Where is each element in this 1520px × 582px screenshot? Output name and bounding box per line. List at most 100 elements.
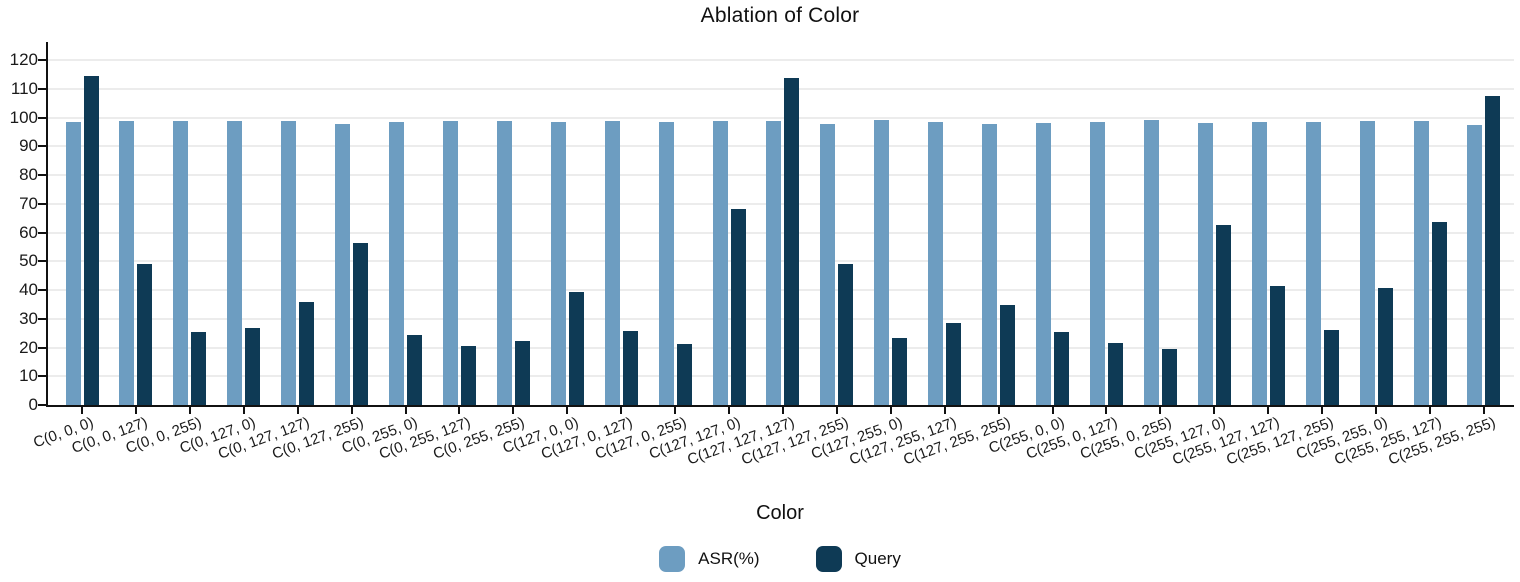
y-tick-mark (38, 202, 46, 205)
asr-bar (1036, 122, 1052, 405)
y-tick-mark (38, 375, 46, 378)
query-bar (1323, 329, 1339, 405)
x-tick-mark (512, 407, 515, 414)
x-tick-mark (997, 407, 1000, 414)
asr-bar (442, 120, 458, 405)
query-bar (245, 328, 261, 405)
asr-bar (820, 123, 836, 405)
legend-label: Query (854, 549, 901, 568)
x-tick-mark (242, 407, 245, 414)
query-bar (353, 243, 369, 405)
query-bar (1485, 95, 1501, 405)
x-tick-mark (188, 407, 191, 414)
y-tick-mark (38, 404, 46, 406)
x-tick-mark (566, 407, 569, 414)
x-tick-mark (728, 407, 731, 414)
query-bar (676, 344, 692, 405)
query-bar (1215, 225, 1231, 405)
legend-swatch (659, 546, 686, 572)
asr-bar (65, 122, 81, 405)
legend: ASR(%) Query (80, 546, 1480, 572)
y-tick-label: 60 (19, 222, 38, 242)
x-tick-mark (889, 407, 892, 414)
query-bar (191, 332, 207, 405)
asr-bar (119, 120, 135, 405)
y-tick-label: 100 (9, 107, 38, 127)
asr-bar (1413, 120, 1429, 405)
x-axis-title: Color (756, 502, 804, 524)
query-bar (730, 208, 746, 405)
x-tick-mark (620, 407, 623, 414)
x-tick-mark (1429, 407, 1431, 414)
gridline (48, 59, 1514, 61)
x-tick-mark (1105, 407, 1108, 414)
y-tick-mark (38, 289, 46, 291)
query-bar (622, 331, 638, 405)
y-tick-mark (38, 231, 46, 234)
asr-bar (389, 121, 405, 405)
y-tick-mark (38, 260, 46, 263)
query-bar (460, 346, 476, 405)
x-tick-mark (674, 407, 677, 414)
asr-bar (281, 120, 297, 405)
x-tick-mark (835, 407, 838, 414)
asr-bar (335, 124, 351, 405)
y-tick-mark (38, 87, 46, 90)
query-bar (784, 78, 800, 405)
asr-bar (550, 121, 566, 405)
query-bar (838, 264, 854, 405)
y-tick-mark (38, 116, 46, 119)
chart-title: Ablation of Color (700, 4, 860, 27)
query-bar (1000, 304, 1016, 405)
y-tick-label: 40 (19, 280, 38, 299)
gridline (48, 116, 1514, 119)
query-bar (1054, 331, 1070, 405)
asr-bar (1305, 121, 1321, 405)
legend-item: Query (815, 546, 901, 572)
y-tick-label: 80 (19, 165, 38, 184)
query-bar (1377, 288, 1393, 405)
x-tick-mark (1159, 407, 1162, 414)
query-bar (892, 338, 908, 405)
asr-bar (1251, 121, 1267, 405)
query-bar (407, 335, 423, 405)
gridline (48, 87, 1514, 90)
asr-bar (227, 120, 243, 405)
x-tick-mark (296, 407, 299, 414)
asr-bar (1197, 122, 1213, 405)
y-tick-mark (38, 346, 46, 349)
x-tick-mark (1321, 407, 1324, 414)
asr-bar (982, 123, 998, 405)
x-tick-mark (1051, 407, 1054, 414)
query-bar (514, 340, 530, 405)
query-bar (137, 264, 153, 405)
y-tick-mark (38, 317, 46, 320)
y-tick-label: 10 (19, 366, 38, 386)
x-tick-mark (350, 407, 353, 414)
query-bar (568, 292, 584, 405)
asr-bar (1143, 119, 1159, 405)
y-tick-label: 110 (10, 78, 38, 98)
x-tick-mark (1482, 407, 1485, 414)
y-tick-mark (38, 174, 46, 176)
x-tick-mark (1375, 407, 1378, 414)
query-bar (299, 301, 315, 405)
y-axis-line (46, 42, 48, 407)
query-bar (1107, 342, 1123, 405)
x-tick-mark (134, 407, 137, 414)
legend-item: ASR(%) (659, 546, 760, 572)
x-tick-mark (404, 407, 407, 414)
asr-bar (1359, 120, 1375, 405)
query-bar (1161, 348, 1177, 405)
x-tick-mark (1267, 407, 1270, 414)
legend-label: ASR(%) (698, 549, 760, 568)
asr-bar (658, 122, 674, 405)
asr-bar (173, 120, 189, 405)
asr-bar (1089, 121, 1105, 405)
y-tick-label: 50 (19, 251, 38, 271)
x-tick-mark (1213, 407, 1216, 414)
y-tick-mark (38, 59, 46, 61)
query-bar (1431, 221, 1447, 405)
